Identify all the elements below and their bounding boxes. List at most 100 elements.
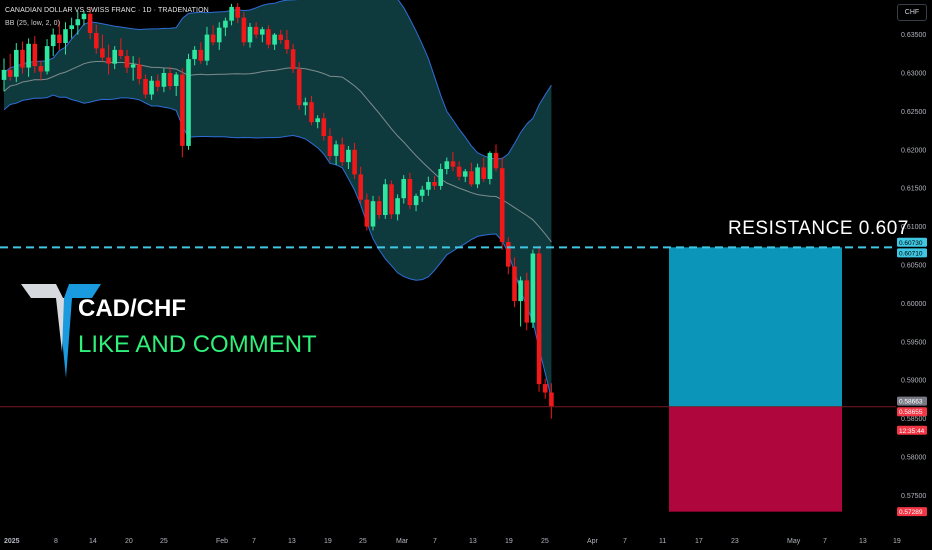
price-tick-label: 0.60000 (901, 301, 926, 308)
symbol-title: CANADIAN DOLLAR VS SWISS FRANC · 1D · TR… (5, 7, 209, 14)
bollinger-upper (3, 0, 552, 160)
candle-body (309, 102, 314, 123)
candle-body (137, 64, 142, 80)
candle-body (100, 48, 105, 58)
time-tick-label: 19 (893, 538, 901, 545)
call-to-action: LIKE AND COMMENT (78, 331, 317, 358)
price-tag-label-countdown: 12:35:44 (899, 428, 925, 435)
level-lines (0, 246, 896, 408)
candle-body (296, 69, 302, 106)
candle-body (370, 201, 376, 227)
candle-body (32, 43, 38, 67)
candle-body (339, 144, 345, 163)
price-tick-label: 0.59500 (901, 339, 926, 346)
currency-button[interactable]: CHF (897, 4, 927, 21)
candle-body (75, 19, 81, 26)
time-axis: 2025 8 14 20 25 Feb 7 13 19 25 Mar 7 13 19 25 Apr 7 11 17 2… (4, 538, 901, 545)
candle-body (432, 182, 437, 186)
time-tick-label: Mar (396, 538, 409, 545)
price-tag-entry (897, 407, 927, 417)
candle-body (462, 171, 468, 177)
candle-body (161, 73, 167, 87)
candle-body (50, 34, 56, 47)
candle-body (81, 13, 87, 20)
candle-body (1, 69, 7, 80)
candle-body (426, 182, 431, 190)
price-tick-label: 0.63500 (901, 32, 926, 39)
candle-body (272, 34, 277, 45)
price-tag-resistance (897, 237, 927, 247)
indicator-legend[interactable]: BB (25, low, 2, 0) (5, 20, 61, 27)
candle-body (456, 166, 462, 177)
candle-body (44, 46, 50, 72)
candle-body (112, 49, 117, 64)
candle-body (524, 280, 530, 323)
price-tick-label: 0.62000 (901, 147, 926, 154)
candle-body (149, 80, 154, 95)
candle-body (407, 179, 413, 206)
candle-body (518, 280, 523, 302)
candle-body (321, 118, 327, 136)
time-tick-label: May (787, 538, 801, 545)
candle-body (106, 57, 111, 64)
logo-stem-light (56, 298, 64, 352)
time-tick-label: 11 (659, 538, 666, 545)
candle-body (192, 49, 197, 60)
time-tick-label: 7 (433, 538, 437, 545)
candle-body (186, 59, 191, 146)
time-tick-label: 14 (89, 538, 97, 545)
candlesticks (1, 3, 554, 419)
candle-body (419, 189, 425, 196)
price-tick-label: 0.61000 (901, 224, 926, 231)
brand-logo (21, 284, 101, 378)
candle-body (118, 49, 124, 56)
candle-body (247, 26, 253, 43)
candle-body (542, 384, 548, 393)
time-tick-label: 20 (125, 538, 133, 545)
candle-body (376, 201, 382, 215)
candle-body (536, 253, 542, 385)
candle-body (413, 195, 419, 206)
candle-body (266, 29, 271, 45)
logo-left-wing (21, 284, 63, 298)
price-tag-label-last-price: 0.58663 (899, 399, 923, 406)
candle-body (333, 144, 339, 156)
candle-body (241, 17, 247, 43)
price-tag-label-target: 0.57289 (899, 509, 923, 516)
price-tick-label: 0.61500 (901, 186, 926, 193)
time-tick-label: 7 (252, 538, 256, 545)
time-tick-label: 19 (324, 538, 332, 545)
price-tick-label: 0.60500 (901, 263, 926, 270)
candle-body (364, 199, 370, 227)
price-tick-label: 0.62500 (901, 109, 926, 116)
candle-body (223, 20, 228, 28)
candle-body (530, 253, 536, 323)
candle-body (487, 152, 493, 179)
time-tick-label: 19 (505, 538, 513, 545)
candle-body (235, 6, 240, 18)
time-tick-label: 8 (54, 538, 58, 545)
price-tick-label: 0.58500 (901, 416, 926, 423)
candle-body (69, 25, 74, 30)
candle-body (204, 34, 210, 61)
time-tick-label: 17 (695, 538, 703, 545)
candle-body (210, 34, 216, 43)
candle-body (180, 74, 185, 146)
candle-body (216, 27, 222, 43)
candle-body (469, 171, 474, 185)
candle-body (94, 33, 99, 49)
resistance-label: RESISTANCE 0.607 (728, 218, 909, 239)
candle-body (57, 34, 62, 43)
candle-body (290, 49, 296, 70)
candle-body (87, 13, 93, 34)
time-tick-label: 7 (823, 538, 827, 545)
candle-body (346, 149, 351, 163)
price-tag-target (897, 507, 927, 517)
candle-body (303, 102, 308, 106)
candle-body (352, 149, 357, 175)
candle-body (450, 161, 456, 167)
time-tick-label: 25 (359, 538, 367, 545)
price-tag-label-entry: 0.58655 (899, 409, 923, 416)
chart-header: CANADIAN DOLLAR VS SWISS FRANC · 1D · TR… (5, 7, 209, 27)
